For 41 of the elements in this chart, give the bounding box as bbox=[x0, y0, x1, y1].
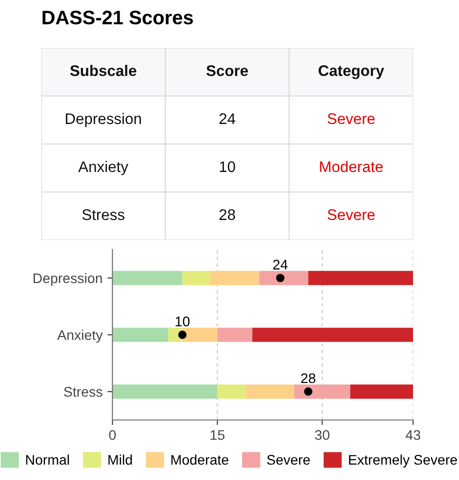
data-label: 10 bbox=[176, 316, 190, 326]
text: Severe bbox=[328, 113, 375, 124]
x-tick-label: 43 bbox=[406, 430, 420, 440]
legend-label: Normal bbox=[26, 454, 69, 465]
y-tick-label: Anxiety bbox=[57, 330, 103, 343]
legend-label: Severe bbox=[267, 454, 310, 465]
data-label: 24 bbox=[273, 260, 288, 270]
text: DASS-21 Scores bbox=[42, 10, 193, 24]
bar bbox=[259, 270, 308, 286]
bar bbox=[294, 384, 350, 399]
bar bbox=[182, 270, 210, 286]
legend-label: Extremely Severe bbox=[349, 454, 457, 468]
text: Category bbox=[318, 65, 384, 80]
bar bbox=[182, 328, 218, 342]
bar bbox=[112, 270, 182, 286]
bar bbox=[245, 384, 294, 399]
data-label: 28 bbox=[301, 373, 316, 384]
bar bbox=[308, 270, 414, 286]
x-tick-label: 15 bbox=[210, 430, 224, 440]
bar bbox=[217, 328, 252, 342]
text: Score bbox=[206, 65, 248, 76]
text: Moderate bbox=[320, 160, 383, 172]
legend-label: Mild bbox=[108, 454, 132, 465]
y-tick-label: Stress bbox=[64, 386, 102, 397]
y-tick-label: Depression bbox=[34, 272, 102, 286]
bar bbox=[350, 384, 414, 399]
bar bbox=[210, 270, 260, 286]
text: 24 bbox=[219, 113, 236, 124]
legend-label: Moderate bbox=[171, 454, 228, 465]
x-tick-label: 30 bbox=[315, 430, 330, 440]
text: Subscale bbox=[70, 64, 136, 76]
bar bbox=[112, 328, 168, 342]
text: 28 bbox=[219, 209, 236, 220]
bar bbox=[217, 384, 246, 399]
bar bbox=[112, 384, 218, 399]
text: Severe bbox=[328, 209, 375, 220]
text: 10 bbox=[220, 161, 236, 172]
x-tick-label: 0 bbox=[109, 430, 116, 440]
text: Anxiety bbox=[78, 160, 128, 176]
text: Stress bbox=[82, 209, 124, 220]
bar bbox=[252, 328, 414, 342]
